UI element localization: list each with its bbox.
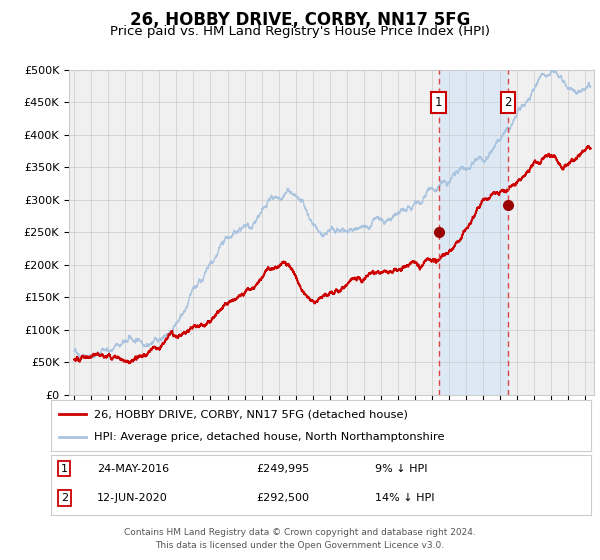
Text: This data is licensed under the Open Government Licence v3.0.: This data is licensed under the Open Gov…	[155, 541, 445, 550]
Text: 26, HOBBY DRIVE, CORBY, NN17 5FG (detached house): 26, HOBBY DRIVE, CORBY, NN17 5FG (detach…	[94, 409, 408, 419]
Text: HPI: Average price, detached house, North Northamptonshire: HPI: Average price, detached house, Nort…	[94, 432, 445, 442]
Text: 1: 1	[435, 96, 442, 109]
Text: 14% ↓ HPI: 14% ↓ HPI	[375, 493, 434, 503]
Text: £249,995: £249,995	[256, 464, 310, 474]
Text: 24-MAY-2016: 24-MAY-2016	[97, 464, 169, 474]
Text: 1: 1	[61, 464, 68, 474]
Text: Contains HM Land Registry data © Crown copyright and database right 2024.: Contains HM Land Registry data © Crown c…	[124, 528, 476, 536]
Text: Price paid vs. HM Land Registry's House Price Index (HPI): Price paid vs. HM Land Registry's House …	[110, 25, 490, 38]
Text: 26, HOBBY DRIVE, CORBY, NN17 5FG: 26, HOBBY DRIVE, CORBY, NN17 5FG	[130, 11, 470, 29]
Text: £292,500: £292,500	[256, 493, 309, 503]
Text: 12-JUN-2020: 12-JUN-2020	[97, 493, 167, 503]
Text: 9% ↓ HPI: 9% ↓ HPI	[375, 464, 427, 474]
Text: 2: 2	[61, 493, 68, 503]
Text: 2: 2	[504, 96, 512, 109]
Bar	[439, 70, 508, 395]
